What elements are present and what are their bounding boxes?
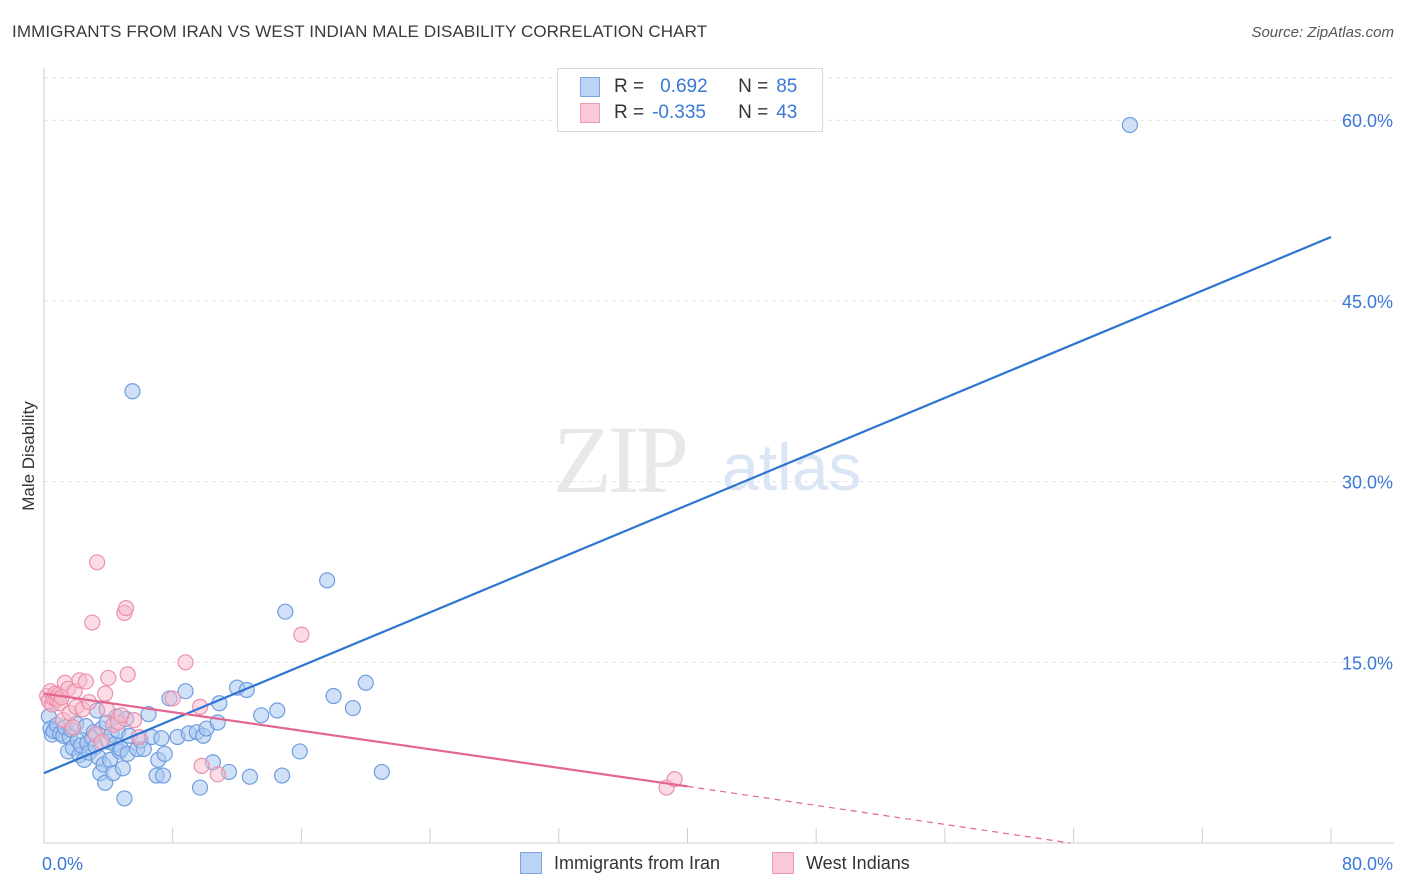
west-indian-point [193,757,210,775]
iran-point [156,745,173,762]
west-indian-point [125,712,143,729]
iran-point [277,603,294,620]
iran-point [325,687,342,705]
iran-point [154,767,172,784]
west-indian-point [119,666,136,683]
axis-labels: 15.0% 30.0% 45.0% 60.0% 0.0% 80.0% Male Disabi… [19,111,1393,874]
west-indian-point [88,554,106,571]
iran-point [273,767,291,784]
iran-point [253,707,270,724]
iran-point [1121,116,1139,134]
n-value: 85 [776,76,798,97]
iran-point [269,702,286,719]
watermark-zip: ZIP [553,406,686,513]
iran-point [344,699,361,717]
iran-point [116,790,133,807]
y-tick-label: 45.0% [1342,292,1393,312]
west-indian-point [84,614,101,631]
iran-legend-swatch [520,852,542,874]
west-indian-point [117,599,135,617]
legend-item-iran[interactable]: Immigrants from Iran [520,852,720,874]
y-tick-label: 15.0% [1342,653,1393,673]
west-indian-trendline-extension [687,785,1071,844]
west-indian-trendline [43,692,688,788]
west-indian-point [64,719,82,736]
west-indian-swatch [580,103,600,123]
west-indian-point [100,669,117,687]
series-legend: Immigrants from Iran West Indians [0,852,1406,878]
iran-point [191,779,209,796]
n-value: 43 [776,102,798,123]
legend-label-west-indian: West Indians [806,852,910,873]
iran-point [357,674,374,691]
iran-point [241,768,259,785]
r-label: R = [614,76,645,97]
axes [43,68,1394,844]
west-indian-legend-swatch [772,852,794,874]
iran-point [114,760,131,777]
n-label: N = [738,76,769,97]
chart-title: IMMIGRANTS FROM IRAN VS WEST INDIAN MALE… [12,22,708,41]
west-indian-point [177,654,194,671]
west-indian-point [293,626,310,643]
legend-item-west-indian[interactable]: West Indians [772,852,910,874]
west-indian-point [80,693,98,711]
y-tick-label: 60.0% [1342,111,1393,131]
trendlines [43,236,1332,844]
iran-point [177,683,194,700]
r-value: 0.692 [660,76,708,97]
iran-point [373,763,390,781]
iran-point [140,705,157,723]
west-indian-point [209,766,226,783]
r-label: R = [614,102,645,123]
grid-lines [44,77,1394,663]
legend-label-iran: Immigrants from Iran [554,852,721,873]
y-axis-title: Male Disability [19,401,38,511]
west-indian-point [77,673,94,690]
west-indian-point [164,690,181,707]
source-label: Source: ZipAtlas.com [1251,24,1394,41]
r-value: -0.335 [652,102,706,123]
iran-points [40,116,1139,807]
iran-point [124,383,141,400]
stats-row-west-indian: R = -0.335 N = 43 [580,100,797,126]
iran-point [153,730,170,747]
n-label: N = [738,102,769,123]
stats-legend: R = 0.692 N = 85 R = -0.335 N = 43 [557,68,823,132]
iran-swatch [580,77,600,97]
iran-trendline [43,236,1332,775]
iran-point [319,572,336,589]
stats-row-iran: R = 0.692 N = 85 [580,74,797,100]
x-tick-label-max: 80.0% [1342,854,1393,874]
x-tick-label-min: 0.0% [42,854,83,874]
iran-point [291,743,308,760]
y-tick-label: 30.0% [1342,473,1393,493]
west-indian-points [39,554,683,796]
west-indian-point [97,685,114,702]
